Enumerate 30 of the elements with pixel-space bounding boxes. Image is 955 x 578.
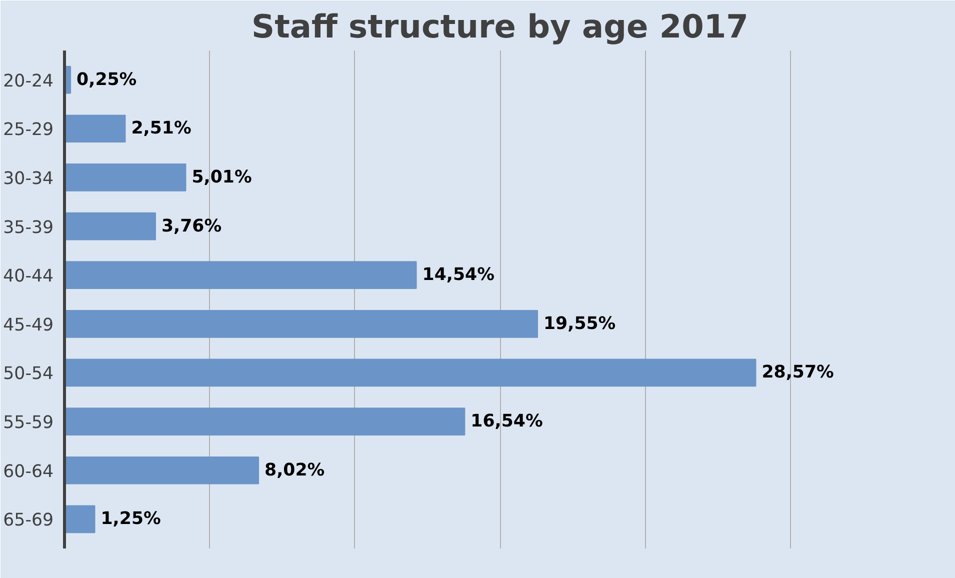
bar (64, 456, 260, 484)
bar (64, 505, 96, 534)
data-label: 19,55% (544, 314, 616, 334)
y-tick-label: 55-59 (3, 413, 54, 434)
data-label: 16,54% (470, 412, 543, 432)
bar (64, 408, 466, 436)
data-label: 2,51% (131, 118, 192, 139)
bar (64, 114, 126, 143)
bar (64, 358, 756, 387)
y-tick-label: 60-64 (3, 462, 54, 482)
y-tick-label: 50-54 (3, 364, 54, 384)
y-tick-label: 20-24 (3, 71, 54, 92)
bar (64, 310, 538, 338)
data-label: 5,01% (192, 167, 252, 188)
bar (64, 261, 417, 290)
chart-title: Staff structure by age 2017 (252, 8, 748, 46)
bar (64, 164, 186, 192)
data-label: 28,57% (762, 362, 834, 383)
y-tick-label: 30-34 (3, 168, 54, 189)
data-label: 14,54% (422, 265, 494, 286)
y-tick-label: 35-39 (3, 218, 54, 238)
y-tick-label: 25-29 (3, 120, 54, 140)
data-label: 8,02% (264, 460, 325, 480)
data-label: 3,76% (161, 216, 222, 236)
y-tick-label: 40-44 (3, 266, 54, 287)
bar (64, 212, 156, 240)
data-label: 1,25% (100, 509, 161, 530)
data-label: 0,25% (76, 70, 137, 90)
y-tick-label: 65-69 (3, 510, 54, 531)
y-tick-label: 45-49 (3, 315, 54, 336)
